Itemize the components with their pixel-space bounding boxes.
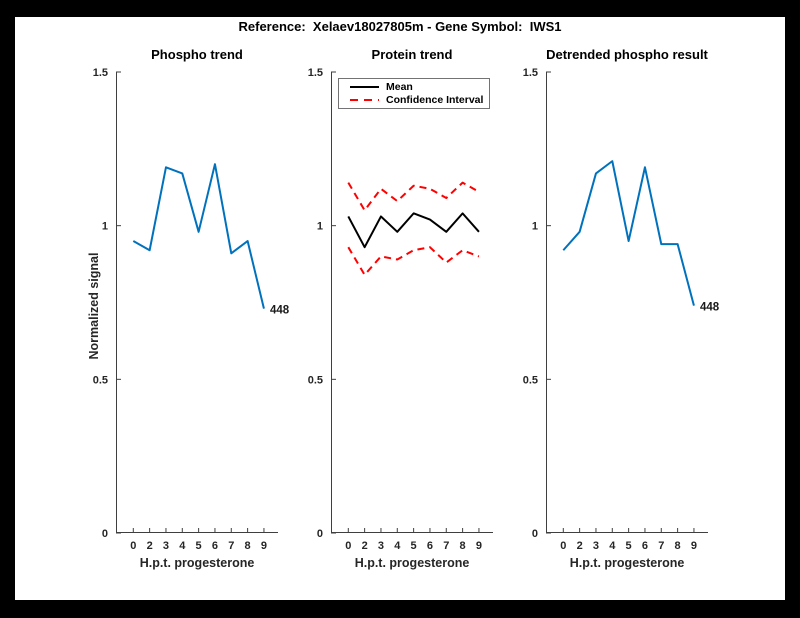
x-tick-label: 0 xyxy=(130,540,136,552)
x-tick-label: 0 xyxy=(345,540,351,552)
x-tick-label: 8 xyxy=(675,540,681,552)
y-tick-label: 1.5 xyxy=(93,67,108,79)
x-tick-label: 4 xyxy=(179,540,186,552)
figure-title: Reference: Xelaev18027805m - Gene Symbol… xyxy=(238,19,562,34)
x-tick-label: 3 xyxy=(163,540,169,552)
x-tick-label: 0 xyxy=(560,540,566,552)
endpoint-label: 448 xyxy=(270,305,290,317)
x-axis-label-phospho: H.p.t. progesterone xyxy=(139,556,255,570)
x-tick-label: 9 xyxy=(691,540,697,552)
figure-canvas xyxy=(15,17,785,600)
x-tick-label: 6 xyxy=(642,540,648,552)
x-tick-label: 9 xyxy=(261,540,267,552)
chart-title-protein-trend: Protein trend xyxy=(371,47,453,62)
mean-line-swatch xyxy=(350,85,379,88)
legend-item-mean: Mean xyxy=(339,82,489,93)
chart-title-detrended-phospho: Detrended phospho result xyxy=(546,47,708,62)
legend-item-confidence-interval: Confidence Interval xyxy=(339,95,489,106)
x-tick-label: 5 xyxy=(196,540,202,552)
y-tick-label: 0 xyxy=(532,528,538,540)
y-tick-label: 1.5 xyxy=(523,67,538,79)
x-tick-label: 2 xyxy=(577,540,583,552)
x-axis-label-protein: H.p.t. progesterone xyxy=(354,556,470,570)
x-tick-label: 4 xyxy=(394,540,401,552)
y-tick-label: 1 xyxy=(532,221,538,233)
y-tick-label: 0 xyxy=(102,528,108,540)
x-tick-label: 5 xyxy=(411,540,417,552)
x-tick-label: 3 xyxy=(593,540,599,552)
legend-label-mean: Mean xyxy=(386,80,413,93)
x-tick-label: 8 xyxy=(460,540,466,552)
endpoint-label: 448 xyxy=(700,302,720,314)
x-tick-label: 6 xyxy=(427,540,433,552)
x-axis-label-detrended: H.p.t. progesterone xyxy=(569,556,685,570)
y-tick-label: 0.5 xyxy=(93,374,108,386)
y-tick-label: 1 xyxy=(317,221,323,233)
x-tick-label: 2 xyxy=(362,540,368,552)
mean-line xyxy=(347,212,480,249)
legend: Mean Confidence Interval xyxy=(338,78,490,109)
protein-trend-plot: 00.511.50 2 3 4 5 6 7 8 9 xyxy=(308,67,493,552)
y-axis-label: Normalized signal xyxy=(87,252,101,360)
x-tick-label: 5 xyxy=(626,540,632,552)
x-tick-label: 3 xyxy=(378,540,384,552)
chart-title-phospho-trend: Phospho trend xyxy=(151,47,243,62)
confidence-interval-line-swatch xyxy=(350,99,379,102)
x-tick-label: 9 xyxy=(476,540,482,552)
y-tick-label: 1 xyxy=(102,221,108,233)
y-tick-label: 0.5 xyxy=(308,374,323,386)
confidence-lower-line xyxy=(347,246,480,276)
x-tick-label: 6 xyxy=(212,540,218,552)
x-tick-label: 7 xyxy=(658,540,664,552)
y-tick-label: 1.5 xyxy=(308,67,323,79)
detrended-phospho-signal-line xyxy=(562,160,695,306)
x-tick-label: 7 xyxy=(443,540,449,552)
x-tick-label: 8 xyxy=(245,540,251,552)
confidence-upper-line xyxy=(347,181,480,212)
y-tick-label: 0 xyxy=(317,528,323,540)
x-tick-label: 7 xyxy=(228,540,234,552)
x-tick-label: 4 xyxy=(609,540,616,552)
legend-label-confidence-interval: Confidence Interval xyxy=(386,93,484,106)
x-tick-label: 2 xyxy=(147,540,153,552)
y-tick-label: 0.5 xyxy=(523,374,538,386)
phospho-signal-line xyxy=(132,163,265,309)
